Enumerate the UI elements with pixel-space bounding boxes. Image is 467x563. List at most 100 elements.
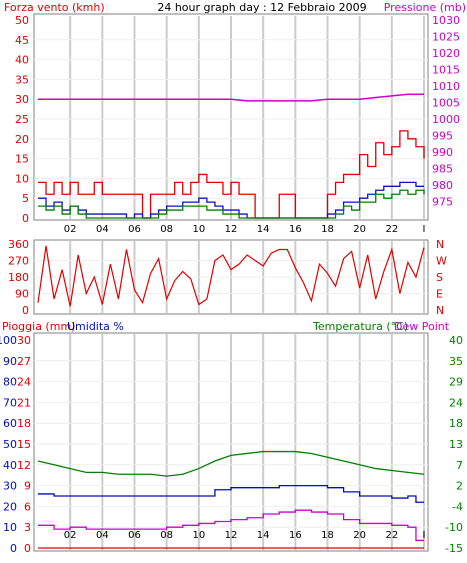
hour-tick-label: 06 bbox=[128, 224, 141, 235]
wind-tick-label: 35 bbox=[15, 73, 29, 86]
series-average bbox=[38, 181, 424, 219]
pressure-tick-label: 985 bbox=[432, 163, 453, 176]
humidity-tick-label: 70 bbox=[3, 396, 17, 409]
humidity-tick-label: 40 bbox=[3, 459, 17, 472]
wind-panel-series bbox=[38, 93, 425, 219]
rain-y-ticks: 0 3 6 9 12 15 18 21 24 27 30 bbox=[17, 334, 31, 555]
series-humidity bbox=[38, 484, 424, 503]
pressure-tick-label: 975 bbox=[432, 196, 453, 209]
rain-tick-label: 27 bbox=[17, 355, 31, 368]
rain-tick-label: 18 bbox=[17, 417, 31, 430]
humidity-axis-label: Umidita % bbox=[67, 320, 124, 333]
pressure-tick-label: 1010 bbox=[432, 80, 460, 93]
pressure-tick-label: 1000 bbox=[432, 113, 460, 126]
pressure-y-ticks: 975 980 985 990 995 1000 1005 1010 1015 1020 1025 1… bbox=[432, 14, 460, 209]
rain-tick-label: 12 bbox=[17, 459, 31, 472]
series-temperature bbox=[37, 450, 425, 477]
compass-tick-label: N bbox=[436, 304, 444, 317]
hour-tick-label: 10 bbox=[192, 224, 205, 235]
temperature-tick-label: 29 bbox=[449, 376, 463, 389]
temperature-tick-label: 40 bbox=[449, 334, 463, 347]
pressure-tick-label: 995 bbox=[432, 130, 453, 143]
direction-tick-label: 0 bbox=[22, 304, 29, 317]
pressure-tick-label: 1020 bbox=[432, 47, 460, 60]
pressure-axis-label: Pressione (mb) bbox=[384, 1, 466, 14]
wind-tick-label: 0 bbox=[22, 212, 29, 225]
direction-panel-series bbox=[37, 245, 425, 307]
hour-tick-label: 18 bbox=[321, 530, 334, 541]
pressure-tick-label: 1030 bbox=[432, 14, 460, 27]
series-pressure bbox=[38, 93, 424, 102]
direction-y-ticks: 0 90 180 270 360 bbox=[8, 238, 29, 317]
wind-tick-label: 30 bbox=[15, 93, 29, 106]
pressure-tick-label: 1005 bbox=[432, 97, 460, 110]
humidity-tick-label: 80 bbox=[3, 376, 17, 389]
temperature-tick-label: -15 bbox=[445, 542, 463, 555]
hour-ticks-bottom: 02 04 06 08 10 12 14 16 18 20 22 I bbox=[64, 530, 426, 541]
pressure-tick-label: 1025 bbox=[432, 31, 460, 44]
hour-tick-label: I bbox=[423, 530, 426, 541]
rain-tick-label: 0 bbox=[24, 542, 31, 555]
temperature-tick-label: 13 bbox=[449, 438, 463, 451]
hour-tick-label: 20 bbox=[353, 224, 366, 235]
direction-tick-label: 180 bbox=[8, 271, 29, 284]
hour-tick-label: 06 bbox=[128, 530, 141, 541]
wind-y-ticks: 0 5 10 15 20 25 30 35 40 45 50 bbox=[15, 14, 29, 225]
hour-tick-label: 16 bbox=[289, 530, 302, 541]
hour-tick-label: 02 bbox=[64, 530, 77, 541]
compass-tick-label: E bbox=[436, 288, 443, 301]
rain-tick-label: 21 bbox=[17, 396, 31, 409]
hour-tick-label: 20 bbox=[353, 530, 366, 541]
hour-tick-label: 10 bbox=[192, 530, 205, 541]
chart-title: 24 hour graph day : 12 Febbraio 2009 bbox=[157, 1, 366, 14]
temperature-tick-label: -10 bbox=[445, 521, 463, 534]
temperature-tick-label: 7 bbox=[456, 459, 463, 472]
hour-tick-label: 04 bbox=[96, 530, 109, 541]
temperature-tick-label: 35 bbox=[449, 355, 463, 368]
direction-tick-label: 270 bbox=[8, 255, 29, 268]
humidity-tick-label: 10 bbox=[3, 521, 17, 534]
hour-tick-label: 08 bbox=[160, 224, 173, 235]
rain-tick-label: 24 bbox=[17, 376, 31, 389]
series-direction bbox=[37, 245, 425, 307]
compass-tick-label: S bbox=[436, 271, 443, 284]
hour-tick-label: 14 bbox=[257, 224, 270, 235]
direction-tick-label: 90 bbox=[15, 288, 29, 301]
humidity-tick-label: 60 bbox=[3, 417, 17, 430]
wind-tick-label: 20 bbox=[15, 133, 29, 146]
hour-ticks: 02 04 06 08 10 12 14 16 18 20 22 I bbox=[64, 224, 426, 235]
hour-tick-label: 12 bbox=[225, 530, 238, 541]
humidity-tick-label: 100 bbox=[0, 334, 17, 347]
humidity-y-ticks: 0 10 20 30 40 50 60 70 80 90 100 bbox=[0, 334, 17, 555]
temperature-panel-grid bbox=[34, 334, 428, 550]
hour-tick-label: 02 bbox=[64, 224, 77, 235]
wind-tick-label: 50 bbox=[15, 14, 29, 27]
humidity-tick-label: 20 bbox=[3, 500, 17, 513]
hour-tick-label: 16 bbox=[289, 224, 302, 235]
wind-tick-label: 25 bbox=[15, 113, 29, 126]
hour-tick-label: 12 bbox=[225, 224, 238, 235]
rain-tick-label: 6 bbox=[24, 500, 31, 513]
hour-tick-label: 22 bbox=[385, 530, 398, 541]
temperature-tick-label: 2 bbox=[456, 480, 463, 493]
temperature-tick-label: 18 bbox=[449, 417, 463, 430]
hour-tick-label: 22 bbox=[385, 224, 398, 235]
hour-tick-label: 04 bbox=[96, 224, 109, 235]
wind-tick-label: 5 bbox=[22, 192, 29, 205]
rain-tick-label: 3 bbox=[24, 521, 31, 534]
compass-tick-label: W bbox=[436, 255, 447, 268]
hour-tick-label: 14 bbox=[257, 530, 270, 541]
series-gust bbox=[38, 130, 425, 219]
pressure-tick-label: 980 bbox=[432, 179, 453, 192]
rain-tick-label: 30 bbox=[17, 334, 31, 347]
rain-tick-label: 9 bbox=[24, 480, 31, 493]
temperature-tick-label: 24 bbox=[449, 396, 463, 409]
series-dewpoint bbox=[38, 509, 424, 542]
humidity-tick-label: 30 bbox=[3, 480, 17, 493]
pressure-tick-label: 990 bbox=[432, 146, 453, 159]
wind-tick-label: 40 bbox=[15, 54, 29, 67]
series-base bbox=[38, 189, 425, 219]
humidity-tick-label: 90 bbox=[3, 355, 17, 368]
